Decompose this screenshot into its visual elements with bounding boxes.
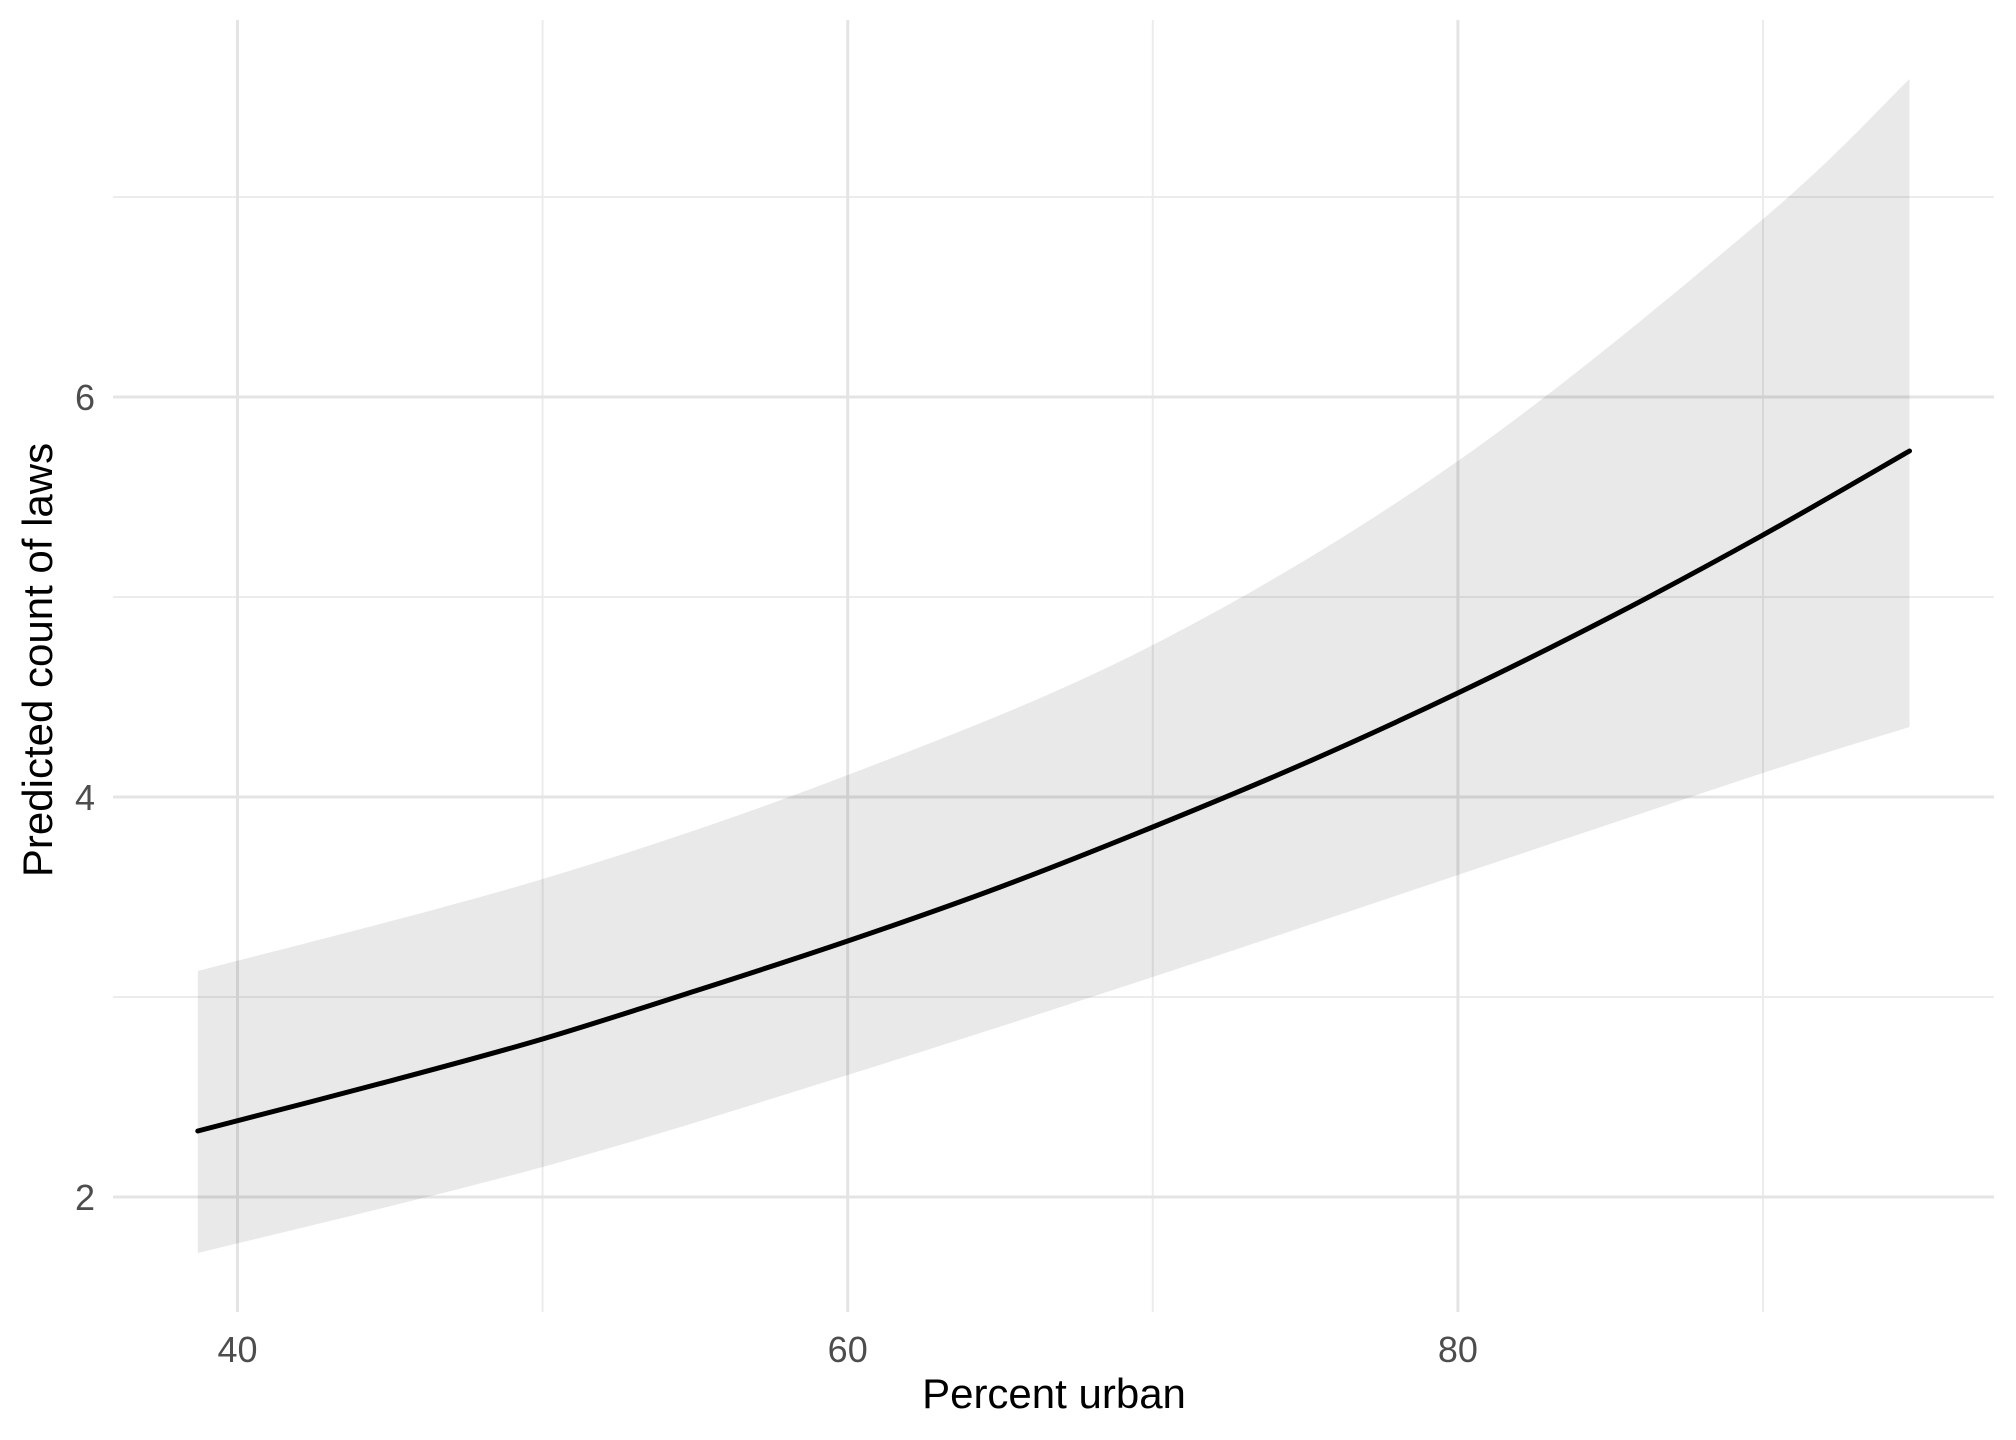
y-axis-tick-labels: 2 4 6 [75,377,95,1218]
minor-gridlines [113,20,1994,1312]
y-tick-label: 4 [75,777,95,818]
x-axis-tick-labels: 40 60 80 [217,1329,1477,1370]
y-axis-title: Predicted count of laws [14,443,61,877]
fit-line [195,448,1912,1134]
x-tick-label: 40 [217,1329,257,1370]
confidence-ribbon [197,79,1910,1253]
y-tick-label: 6 [75,377,95,418]
y-tick-label: 2 [75,1177,95,1218]
x-tick-label: 60 [828,1329,868,1370]
x-axis-title: Percent urban [922,1370,1186,1417]
x-tick-label: 80 [1438,1329,1478,1370]
major-gridlines [113,20,1994,1312]
